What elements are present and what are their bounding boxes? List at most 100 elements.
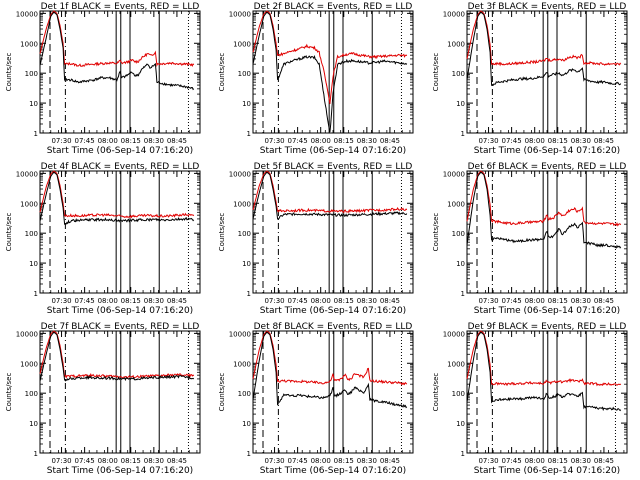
x-axis-label: Start Time (06-Sep-14 07:16:20) <box>260 306 406 316</box>
x-tick-label: 08:15 <box>121 297 141 305</box>
series-line-lld <box>252 170 408 214</box>
y-axis-label: Counts/sec <box>218 373 226 412</box>
x-tick-label: 07:30 <box>51 457 71 465</box>
detector-panel-5: Det 5f BLACK = Events, RED = LLD Start Ti… <box>218 162 414 316</box>
panel-title: Det 2f BLACK = Events, RED = LLD <box>254 2 413 12</box>
x-tick-label: 08:00 <box>525 137 545 145</box>
series-line-events <box>466 11 622 87</box>
y-tick-label: 100 <box>452 230 465 238</box>
y-tick-label: 10000 <box>16 10 38 18</box>
x-axis-label: Start Time (06-Sep-14 07:16:20) <box>474 146 620 156</box>
y-tick-label: 10000 <box>229 10 251 18</box>
x-tick-label: 08:30 <box>144 457 164 465</box>
series-line-lld <box>466 330 622 387</box>
panel-title: Det 7f BLACK = Events, RED = LLD <box>41 322 200 332</box>
y-tick-label: 10000 <box>229 330 251 338</box>
y-tick-label: 100 <box>238 230 251 238</box>
x-tick-label: 08:30 <box>357 137 377 145</box>
panel-title: Det 5f BLACK = Events, RED = LLD <box>254 162 413 172</box>
x-tick-label: 07:45 <box>75 297 95 305</box>
y-tick-label: 10000 <box>16 170 38 178</box>
series-line-events <box>466 331 622 412</box>
x-tick-label: 08:30 <box>571 297 591 305</box>
panel-title: Det 4f BLACK = Events, RED = LLD <box>41 162 200 172</box>
panel-title: Det 3f BLACK = Events, RED = LLD <box>468 2 627 12</box>
y-tick-label: 1 <box>461 450 465 458</box>
series-line-events <box>252 11 408 133</box>
y-axis-label: Counts/sec <box>432 213 440 252</box>
y-tick-label: 10 <box>29 260 38 268</box>
y-tick-label: 10000 <box>443 10 465 18</box>
x-tick-label: 07:45 <box>288 297 308 305</box>
x-tick-label: 08:00 <box>525 297 545 305</box>
x-tick-label: 08:15 <box>548 457 568 465</box>
x-tick-label: 07:30 <box>264 297 284 305</box>
x-tick-label: 07:45 <box>75 457 95 465</box>
x-tick-label: 08:15 <box>334 457 354 465</box>
detector-panel-9: Det 9f BLACK = Events, RED = LLD Start Ti… <box>432 322 628 476</box>
series-line-events <box>466 171 622 249</box>
y-tick-label: 10 <box>456 100 465 108</box>
x-tick-label: 08:30 <box>571 457 591 465</box>
x-tick-label: 07:30 <box>478 457 498 465</box>
x-tick-label: 07:45 <box>502 297 522 305</box>
x-tick-label: 08:45 <box>594 457 614 465</box>
x-tick-label: 08:15 <box>548 137 568 145</box>
x-tick-label: 08:00 <box>98 137 118 145</box>
x-axis-label: Start Time (06-Sep-14 07:16:20) <box>260 466 406 476</box>
x-tick-label: 07:45 <box>288 137 308 145</box>
x-tick-label: 07:45 <box>288 457 308 465</box>
panel-title: Det 1f BLACK = Events, RED = LLD <box>41 2 200 12</box>
series-line-lld <box>39 170 195 219</box>
series-line-events <box>252 331 408 409</box>
x-tick-label: 08:45 <box>167 457 187 465</box>
x-tick-label: 08:30 <box>357 297 377 305</box>
x-tick-label: 08:30 <box>144 297 164 305</box>
x-tick-label: 08:45 <box>594 297 614 305</box>
x-tick-label: 08:00 <box>311 457 331 465</box>
x-tick-label: 08:15 <box>334 297 354 305</box>
x-axis-label: Start Time (06-Sep-14 07:16:20) <box>47 466 193 476</box>
x-tick-label: 07:45 <box>502 137 522 145</box>
series-line-events <box>252 171 408 220</box>
plot-frame <box>39 170 201 294</box>
y-axis-label: Counts/sec <box>218 213 226 252</box>
detector-panel-7: Det 7f BLACK = Events, RED = LLD Start Ti… <box>5 322 201 476</box>
y-tick-label: 1000 <box>447 360 465 368</box>
y-tick-label: 10 <box>242 100 251 108</box>
y-tick-label: 100 <box>238 390 251 398</box>
y-tick-label: 1 <box>34 130 38 138</box>
y-tick-label: 1000 <box>447 200 465 208</box>
x-tick-label: 07:30 <box>51 297 71 305</box>
x-tick-label: 08:45 <box>594 137 614 145</box>
y-tick-label: 10000 <box>443 170 465 178</box>
plot-frame <box>39 330 201 454</box>
y-tick-label: 1 <box>247 290 251 298</box>
y-tick-label: 1000 <box>233 40 251 48</box>
plot-frame <box>252 170 414 294</box>
detector-panel-2: Det 2f BLACK = Events, RED = LLD Start Ti… <box>218 2 414 156</box>
x-tick-label: 08:45 <box>380 137 400 145</box>
x-tick-label: 08:00 <box>525 457 545 465</box>
x-tick-label: 08:15 <box>121 137 141 145</box>
y-tick-label: 1000 <box>233 200 251 208</box>
x-axis-label: Start Time (06-Sep-14 07:16:20) <box>47 146 193 156</box>
x-tick-label: 08:30 <box>571 137 591 145</box>
y-tick-label: 1 <box>247 450 251 458</box>
x-tick-label: 07:45 <box>502 457 522 465</box>
x-tick-label: 08:45 <box>167 137 187 145</box>
y-axis-label: Counts/sec <box>432 373 440 412</box>
x-tick-label: 08:15 <box>548 297 568 305</box>
panel-title: Det 8f BLACK = Events, RED = LLD <box>254 322 413 332</box>
x-tick-label: 08:30 <box>144 137 164 145</box>
y-tick-label: 1 <box>34 450 38 458</box>
panel-title: Det 6f BLACK = Events, RED = LLD <box>468 162 627 172</box>
detector-panel-4: Det 4f BLACK = Events, RED = LLD Start Ti… <box>5 162 201 316</box>
series-line-events <box>39 11 195 91</box>
y-tick-label: 1000 <box>233 360 251 368</box>
y-tick-label: 10000 <box>229 170 251 178</box>
x-axis-label: Start Time (06-Sep-14 07:16:20) <box>260 146 406 156</box>
x-tick-label: 07:30 <box>264 457 284 465</box>
x-tick-label: 08:00 <box>98 297 118 305</box>
